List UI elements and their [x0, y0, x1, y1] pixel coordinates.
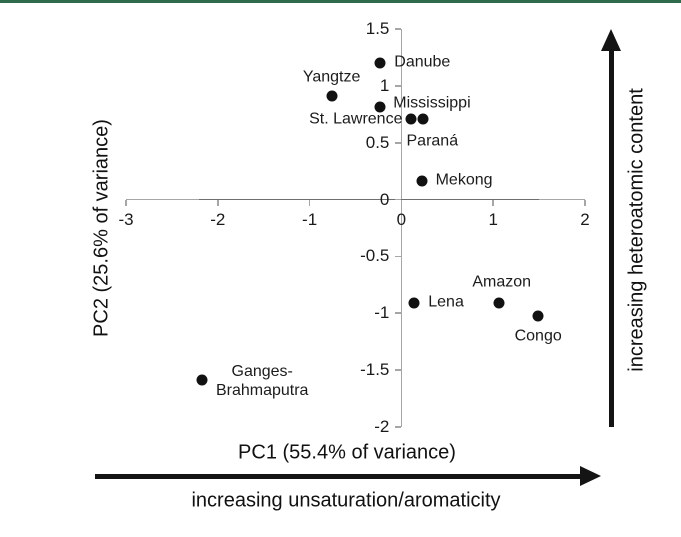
x-arrow-annotation: increasing unsaturation/aromaticity: [191, 489, 501, 512]
x-axis-tick: [584, 199, 586, 206]
data-point-label: Yangtze: [302, 68, 361, 86]
arrow-right-icon: [580, 466, 601, 486]
data-point-label: Lena: [428, 293, 464, 311]
x-axis-title: PC1 (55.4% of variance): [238, 441, 456, 464]
data-point: [196, 374, 208, 386]
y-axis-tick-label: 0: [379, 189, 390, 209]
y-axis-tick-label: 1: [379, 75, 390, 95]
x-axis-tick-label: 0: [396, 209, 407, 229]
y-axis-tick: [394, 28, 401, 30]
y-axis-line: [400, 29, 403, 427]
data-point: [374, 101, 386, 113]
y-axis-title: PC2 (25.6% of variance): [90, 119, 113, 337]
unsaturation-arrow-shaft: [95, 474, 582, 479]
data-point: [405, 113, 417, 125]
data-point-label: Congo: [514, 327, 562, 345]
x-axis-tick: [217, 199, 219, 206]
data-point-label: Ganges- Brahmaputra: [215, 363, 309, 400]
y-arrow-annotation: increasing heteroatomic content: [625, 88, 648, 372]
x-axis-tick-label: 1: [488, 209, 498, 229]
data-point: [408, 297, 420, 309]
y-axis-tick-label: -2: [374, 417, 390, 436]
x-axis-tick-label: -1: [302, 209, 318, 229]
x-axis-line-dark-segment: [199, 198, 540, 201]
y-axis-tick: [394, 255, 401, 258]
x-axis-tick: [125, 199, 127, 206]
data-point-label: Mekong: [435, 171, 493, 189]
data-point-label: Danube: [394, 53, 451, 71]
data-point-label: Mississippi: [393, 95, 471, 113]
x-axis-tick: [308, 199, 311, 206]
y-axis-tick: [394, 198, 401, 201]
y-axis-tick-label: 0.5: [365, 132, 390, 152]
y-axis-tick: [394, 426, 401, 428]
x-axis-tick: [400, 199, 403, 206]
x-axis-tick-label: -2: [210, 209, 226, 229]
heteroatomic-arrow-shaft: [609, 50, 614, 427]
y-axis-tick: [394, 141, 401, 144]
y-axis-tick-label: -1: [374, 303, 390, 323]
y-axis-tick-label: -0.5: [360, 246, 390, 266]
y-axis-tick: [394, 369, 401, 371]
data-point: [374, 57, 386, 69]
data-point: [493, 297, 505, 309]
arrow-up-icon: [601, 29, 621, 51]
data-point: [417, 113, 428, 125]
data-point-label: St. Lawrence: [309, 110, 403, 128]
data-point: [326, 90, 338, 102]
y-axis-tick-label: -1.5: [360, 360, 390, 380]
y-axis-tick: [394, 85, 401, 87]
data-point-label: Amazon: [472, 273, 532, 291]
data-point: [532, 310, 544, 322]
data-point: [416, 175, 428, 187]
x-axis-tick-label: -3: [118, 209, 134, 229]
y-axis-tick-label: 1.5: [365, 19, 390, 38]
data-point-label: Paraná: [406, 132, 459, 150]
page-top-rule: [0, 0, 681, 3]
y-axis-tick: [394, 312, 401, 315]
x-axis-tick: [492, 199, 494, 206]
x-axis-tick-label: 2: [580, 209, 590, 229]
